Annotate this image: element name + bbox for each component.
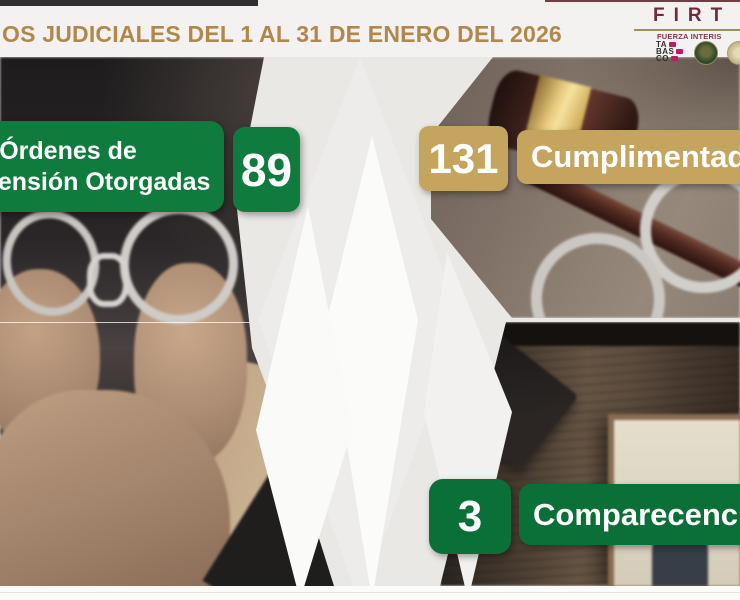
arrest-warrants-count: 89 <box>233 127 300 212</box>
bottom-strip <box>0 586 740 600</box>
handcuff-chain-link-icon <box>86 252 129 308</box>
tabasco-line-2: BAS <box>656 47 684 56</box>
bottom-strip-line <box>0 592 740 593</box>
top-border-left <box>0 0 258 6</box>
appearances-count: 3 <box>429 479 511 554</box>
tabasco-text-co: CO <box>656 54 669 63</box>
logo-divider-line <box>634 29 740 31</box>
green-seal-icon <box>694 41 718 65</box>
tabasco-magenta-mark-icon <box>676 49 684 54</box>
firte-logo: FIRT <box>653 5 732 26</box>
tabasco-magenta-mark-icon <box>671 56 678 61</box>
appearances-label: Comparecencias <box>519 484 740 545</box>
logo-tagline: FUERZA INTERIS <box>657 32 722 41</box>
tabasco-text-bas: BAS <box>656 47 675 56</box>
arrest-warrants-label-line1: Órdenes de <box>0 136 137 165</box>
executed-count: 131 <box>419 126 508 191</box>
page-title: OS JUDICIALES DEL 1 AL 31 DE ENERO DEL 2… <box>2 21 562 47</box>
executed-label: Cumplimentadas <box>517 130 740 184</box>
tabasco-line-3: CO <box>656 54 683 63</box>
dark-upper-edge <box>440 322 740 346</box>
arrest-warrants-label-line2: Aprehensión Otorgadas <box>0 167 211 196</box>
tabasco-logo: TA BAS CO <box>656 40 684 63</box>
tabasco-line-1: TA <box>656 40 683 49</box>
tabasco-magenta-mark-icon <box>669 42 677 47</box>
decorative-hairline <box>0 322 268 323</box>
tabasco-text-ta: TA <box>656 40 668 49</box>
white-diamond-center <box>327 136 418 600</box>
arrest-warrants-label: Órdenes de Aprehensión Otorgadas <box>0 121 224 212</box>
top-border-right <box>545 0 740 2</box>
header-band <box>0 0 740 57</box>
